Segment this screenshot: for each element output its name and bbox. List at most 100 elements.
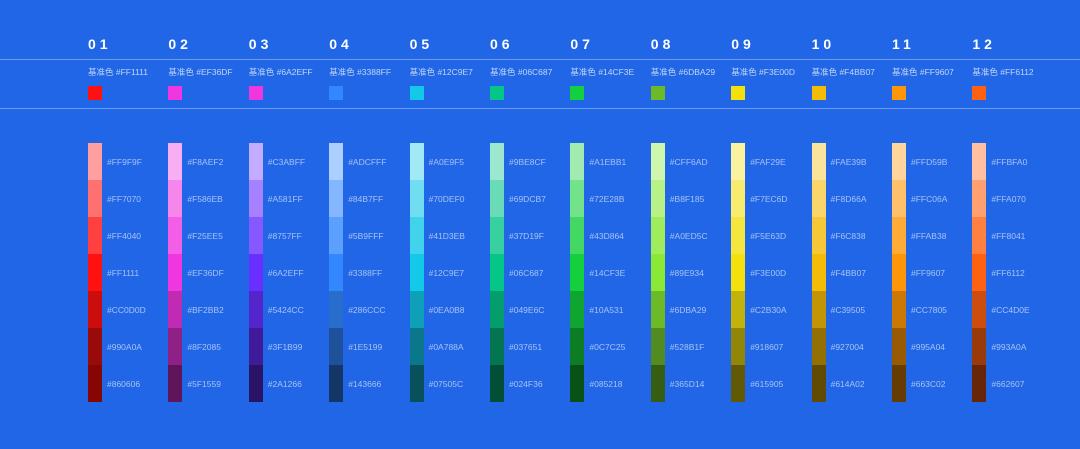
shade-segment <box>88 143 102 180</box>
shade-hex-label: #10A531 <box>589 304 624 315</box>
shade-segment <box>409 328 424 365</box>
shade-segment <box>88 217 102 254</box>
shade-segment <box>570 254 585 291</box>
shade-segment <box>731 180 746 217</box>
base-color-swatch <box>168 86 183 100</box>
shade-hex-label: #A0ED5C <box>669 230 708 241</box>
shade-hex-label: #41D3EB <box>428 230 465 241</box>
shade-hex-label: #C39505 <box>830 304 866 315</box>
shade-hex-label: #FF4040 <box>107 230 142 241</box>
base-color-label: 基准色 #FF1111 <box>88 67 148 77</box>
shade-segment <box>972 254 987 291</box>
shade-segment <box>248 143 263 180</box>
palette-column-02: 02 基准色 #EF36DF #F8AEF2 #F586EB #F25EE5 #EF36D… <box>168 0 248 449</box>
shade-segment <box>731 254 746 291</box>
shade-segment <box>570 291 585 328</box>
shade-segment <box>570 180 585 217</box>
shade-hex-label: #F7EC6D <box>750 193 788 204</box>
shade-hex-label: #72E28B <box>589 193 625 204</box>
shade-segment <box>329 143 344 180</box>
palette-column-05: 05 基准色 #12C9E7 #A0E9F5 #70DEF0 #41D3EB #12C9E… <box>409 0 490 449</box>
palette-number: 07 <box>570 36 594 52</box>
shade-segment <box>650 217 665 254</box>
shade-segment <box>88 365 102 402</box>
shade-segment <box>168 328 183 365</box>
shade-hex-label: #860606 <box>107 378 141 389</box>
palette-number: 04 <box>329 36 353 52</box>
base-color-swatch <box>972 86 987 100</box>
shade-hex-label: #F3E00D <box>750 267 787 278</box>
shade-hex-label: #07505C <box>428 378 464 389</box>
shade-segment <box>88 328 102 365</box>
shade-segment <box>248 254 263 291</box>
shade-hex-label: #FF6112 <box>991 267 1025 278</box>
shade-segment <box>329 365 344 402</box>
shade-segment <box>972 328 987 365</box>
shade-hex-label: #F586EB <box>187 193 223 204</box>
swatch-divider <box>0 108 1080 109</box>
palette-number: 01 <box>88 36 112 52</box>
shade-bar <box>570 143 585 402</box>
shade-segment <box>168 217 183 254</box>
shade-hex-label: #5424CC <box>267 304 304 315</box>
base-color-swatch <box>570 86 585 100</box>
shade-hex-label: #FF1111 <box>107 267 140 278</box>
shade-segment <box>811 328 826 365</box>
header-divider <box>0 59 1080 60</box>
shade-segment <box>329 291 344 328</box>
shade-segment <box>892 217 906 254</box>
shade-hex-label: #143666 <box>348 378 382 389</box>
palette-number: 11 <box>892 36 915 52</box>
shade-segment <box>409 291 424 328</box>
shade-hex-label: #614A02 <box>830 378 865 389</box>
shade-hex-label: #A0E9F5 <box>428 156 465 167</box>
shade-segment <box>811 291 826 328</box>
shade-hex-label: #FF9607 <box>911 267 946 278</box>
shade-segment <box>811 180 826 217</box>
base-color-label: 基准色 #F3E00D <box>731 67 795 77</box>
shade-segment <box>972 365 987 402</box>
shade-hex-label: #F25EE5 <box>187 230 223 241</box>
palette-column-11: 11 基准色 #FF9607 #FFD59B #FFC06A #FFAB38 #FF960… <box>892 0 972 449</box>
base-color-label: 基准色 #3388FF <box>329 67 392 77</box>
base-color-swatch <box>490 86 504 100</box>
shade-segment <box>490 180 504 217</box>
shade-hex-label: #FFD59B <box>911 156 948 167</box>
shade-segment <box>248 291 263 328</box>
shade-segment <box>731 291 746 328</box>
shade-segment <box>88 291 102 328</box>
shade-hex-label: #FAF29E <box>750 156 786 167</box>
shade-segment <box>811 365 826 402</box>
shade-hex-label: #70DEF0 <box>428 193 465 204</box>
palette-column-08: 08 基准色 #6DBA29 #CFF6AD #B8F185 #A0ED5C #89E93… <box>650 0 731 449</box>
shade-hex-label: #F8D66A <box>830 193 867 204</box>
shade-segment <box>972 143 987 180</box>
shade-segment <box>168 365 183 402</box>
shade-segment <box>248 365 263 402</box>
palette-column-12: 12 基准色 #FF6112 #FFBFA0 #FFA070 #FF8041 #FF611… <box>972 0 1052 449</box>
shade-hex-label: #615905 <box>750 378 784 389</box>
shade-hex-label: #FFBFA0 <box>991 156 1028 167</box>
shade-segment <box>248 180 263 217</box>
shade-segment <box>168 143 183 180</box>
shade-hex-label: #8757FF <box>267 230 302 241</box>
shade-hex-label: #FFC06A <box>911 193 948 204</box>
shade-bar <box>490 143 504 402</box>
palette-column-01: 01 基准色 #FF1111 #FF9F9F #FF7070 #FF4040 #FF111… <box>88 0 168 449</box>
palette-column-03: 03 基准色 #6A2EFF #C3ABFF #A581FF #8757FF #6A2EF… <box>248 0 329 449</box>
palette-number: 06 <box>490 36 514 52</box>
shade-segment <box>490 291 504 328</box>
shade-segment <box>650 328 665 365</box>
shade-hex-label: #C2B30A <box>750 304 787 315</box>
shade-hex-label: #F8AEF2 <box>187 156 224 167</box>
shade-segment <box>409 254 424 291</box>
shade-hex-label: #12C9E7 <box>428 267 465 278</box>
palette-column-09: 09 基准色 #F3E00D #FAF29E #F7EC6D #F5E63D #F3E00… <box>731 0 811 449</box>
shade-hex-label: #FF9F9F <box>107 156 142 167</box>
base-color-swatch <box>892 86 906 100</box>
shade-bar <box>409 143 424 402</box>
shade-segment <box>329 254 344 291</box>
shade-hex-label: #CC0D0D <box>107 304 146 315</box>
base-color-swatch <box>811 86 826 100</box>
